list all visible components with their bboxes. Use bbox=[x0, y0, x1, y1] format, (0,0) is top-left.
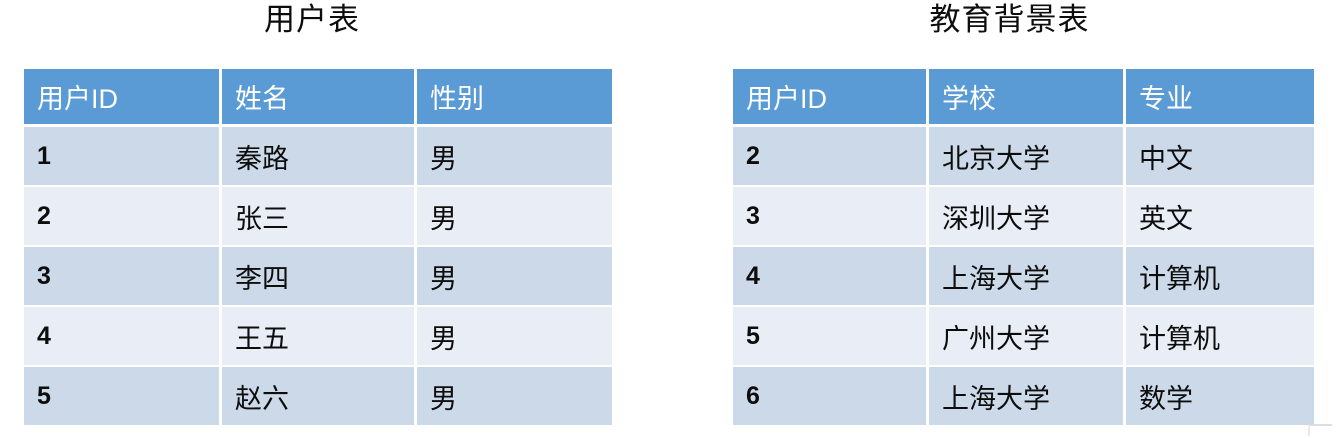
user-table-header-row: 用户ID 姓名 性别 bbox=[24, 69, 612, 127]
table-row: 1 秦路 男 bbox=[24, 127, 612, 187]
education-major-cell: 计算机 bbox=[1126, 247, 1314, 307]
user-table-col-header-name: 姓名 bbox=[222, 69, 417, 127]
education-table-title: 教育背景表 bbox=[929, 2, 1090, 37]
education-table: 用户ID 学校 专业 2 北京大学 中文 3 深圳大学 英文 4 bbox=[733, 69, 1314, 425]
education-school-cell: 上海大学 bbox=[929, 247, 1126, 307]
education-id-cell: 2 bbox=[733, 127, 929, 187]
table-row: 6 上海大学 数学 bbox=[733, 367, 1314, 425]
table-row: 4 上海大学 计算机 bbox=[733, 247, 1314, 307]
user-gender-cell: 男 bbox=[417, 367, 612, 425]
education-table-header-row: 用户ID 学校 专业 bbox=[733, 69, 1314, 127]
user-gender-cell: 男 bbox=[417, 307, 612, 367]
education-id-cell: 3 bbox=[733, 187, 929, 247]
user-id-cell: 5 bbox=[24, 367, 222, 425]
education-table-col-header-userid: 用户ID bbox=[733, 69, 929, 127]
education-major-cell: 计算机 bbox=[1126, 307, 1314, 367]
education-id-cell: 5 bbox=[733, 307, 929, 367]
user-table-col-header-gender: 性别 bbox=[417, 69, 612, 127]
user-table: 用户ID 姓名 性别 1 秦路 男 2 张三 男 3 李四 bbox=[24, 69, 612, 425]
user-table-col-header-userid: 用户ID bbox=[24, 69, 222, 127]
education-id-cell: 4 bbox=[733, 247, 929, 307]
user-gender-cell: 男 bbox=[417, 187, 612, 247]
user-id-cell: 1 bbox=[24, 127, 222, 187]
table-row: 3 李四 男 bbox=[24, 247, 612, 307]
user-id-cell: 2 bbox=[24, 187, 222, 247]
user-name-cell: 李四 bbox=[222, 247, 417, 307]
table-row: 4 王五 男 bbox=[24, 307, 612, 367]
page-corner-artifact bbox=[1308, 424, 1332, 436]
education-major-cell: 数学 bbox=[1126, 367, 1314, 425]
education-table-col-header-major: 专业 bbox=[1126, 69, 1314, 127]
education-major-cell: 中文 bbox=[1126, 127, 1314, 187]
education-school-cell: 上海大学 bbox=[929, 367, 1126, 425]
education-major-cell: 英文 bbox=[1126, 187, 1314, 247]
education-school-cell: 广州大学 bbox=[929, 307, 1126, 367]
user-name-cell: 张三 bbox=[222, 187, 417, 247]
user-id-cell: 4 bbox=[24, 307, 222, 367]
user-gender-cell: 男 bbox=[417, 127, 612, 187]
education-school-cell: 深圳大学 bbox=[929, 187, 1126, 247]
table-row: 2 张三 男 bbox=[24, 187, 612, 247]
education-school-cell: 北京大学 bbox=[929, 127, 1126, 187]
user-name-cell: 秦路 bbox=[222, 127, 417, 187]
table-row: 5 赵六 男 bbox=[24, 367, 612, 425]
table-row: 3 深圳大学 英文 bbox=[733, 187, 1314, 247]
table-row: 5 广州大学 计算机 bbox=[733, 307, 1314, 367]
user-name-cell: 王五 bbox=[222, 307, 417, 367]
table-row: 2 北京大学 中文 bbox=[733, 127, 1314, 187]
user-table-title: 用户表 bbox=[264, 2, 360, 37]
user-name-cell: 赵六 bbox=[222, 367, 417, 425]
education-id-cell: 6 bbox=[733, 367, 929, 425]
user-gender-cell: 男 bbox=[417, 247, 612, 307]
education-table-col-header-school: 学校 bbox=[929, 69, 1126, 127]
user-id-cell: 3 bbox=[24, 247, 222, 307]
